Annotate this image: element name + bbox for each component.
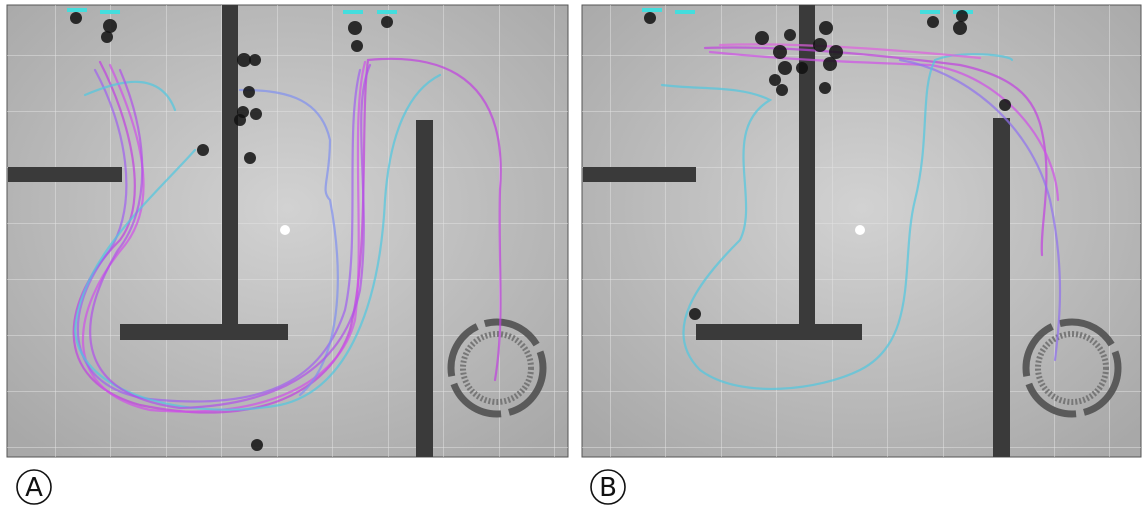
figure: A B — [0, 0, 1145, 508]
dot — [644, 12, 656, 24]
dot — [197, 144, 209, 156]
dot — [796, 62, 808, 74]
dot — [778, 61, 792, 75]
dot — [769, 74, 781, 86]
dot — [776, 84, 788, 96]
dot — [381, 16, 393, 28]
marker — [343, 10, 363, 14]
dot — [819, 82, 831, 94]
dot — [999, 99, 1011, 111]
dot — [234, 114, 246, 126]
wall — [583, 167, 696, 182]
dot — [823, 57, 837, 71]
marker — [100, 10, 120, 14]
dot — [813, 38, 827, 52]
dot — [953, 21, 967, 35]
wall — [8, 167, 122, 182]
wall — [799, 5, 815, 330]
dot — [784, 29, 796, 41]
marker — [920, 10, 940, 14]
wall — [222, 5, 238, 330]
panel-a — [7, 5, 568, 457]
panel-b — [582, 5, 1141, 457]
wall — [993, 118, 1010, 457]
dot — [689, 308, 701, 320]
dot — [237, 53, 251, 67]
dot — [101, 31, 113, 43]
dot — [773, 45, 787, 59]
dot — [243, 86, 255, 98]
dot — [927, 16, 939, 28]
robot — [855, 225, 865, 235]
marker — [642, 8, 662, 12]
dot — [251, 439, 263, 451]
dot — [351, 40, 363, 52]
marker — [675, 10, 695, 14]
dot — [244, 152, 256, 164]
dot — [103, 19, 117, 33]
marker — [67, 8, 87, 12]
robot — [280, 225, 290, 235]
dot — [819, 21, 833, 35]
dot — [250, 108, 262, 120]
dot — [348, 21, 362, 35]
dot — [755, 31, 769, 45]
wall — [416, 120, 433, 457]
panel-label: A — [25, 473, 43, 503]
wall — [120, 324, 288, 340]
marker — [377, 10, 397, 14]
dot — [70, 12, 82, 24]
wall — [696, 324, 862, 340]
dot — [829, 45, 843, 59]
dot — [956, 10, 968, 22]
panel-label: B — [599, 473, 617, 503]
dot — [249, 54, 261, 66]
